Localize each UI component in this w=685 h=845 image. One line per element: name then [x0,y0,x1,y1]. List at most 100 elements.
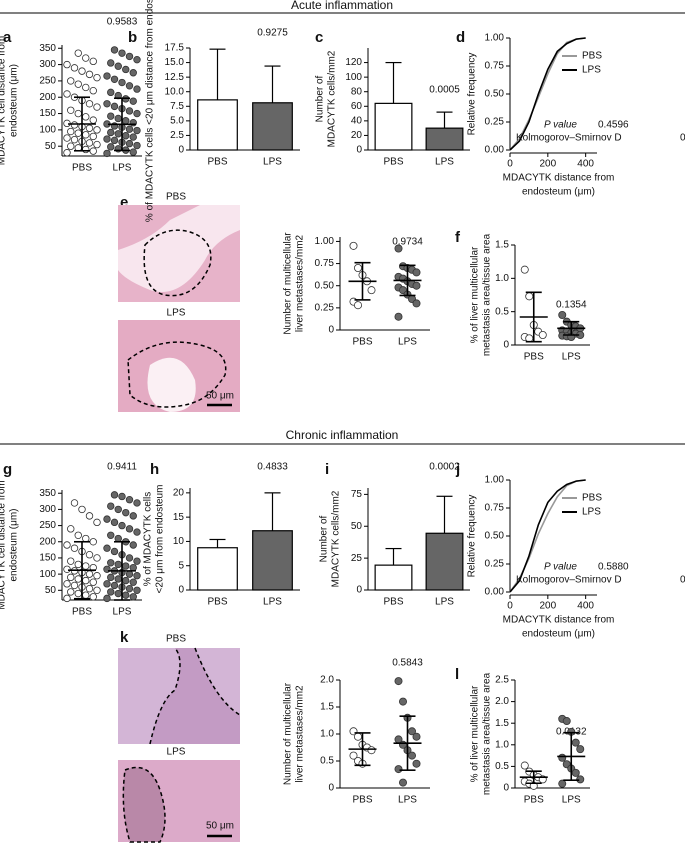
data-point [349,751,358,760]
y-tick-label: 0 [328,783,334,794]
x-tick-label: LPS [263,597,282,608]
panel-letter: l [455,666,459,683]
x-tick-label: PBS [524,795,544,806]
y-tick-label: 100 [345,72,362,83]
image-label: LPS [167,308,186,319]
x-tick-label: PBS [352,337,372,348]
legend-label: PBS [582,493,602,504]
data-point [125,125,134,133]
data-point [125,496,134,504]
data-point [129,148,137,156]
p-value: 0.0002 [429,462,460,473]
data-point [122,65,130,74]
y-tick-label: 0 [178,145,184,156]
panel-letter: f [455,229,461,246]
data-point [70,581,79,590]
y-tick-label: 20 [351,130,363,141]
data-point [70,544,79,552]
data-point [412,268,421,277]
panel-letter: i [325,461,329,478]
data-point [85,570,94,578]
data-point [353,301,362,310]
x-tick-label: 200 [539,601,556,612]
data-point [407,751,416,760]
micrograph [118,647,241,745]
legend-label: LPS [582,65,601,76]
x-tick-label: LPS [562,352,581,363]
data-point [114,62,122,70]
y-axis-label: % of liver multicellular [470,246,481,343]
data-point [67,142,75,150]
y-tick-label: 0.5 [495,761,509,772]
x-tick-label: LPS [113,607,132,618]
y-tick-label: 0 [503,783,509,794]
data-point [114,505,122,514]
data-point [67,127,75,136]
y-tick-label: 80 [351,86,363,97]
section-header: Chronic inflammation [286,428,399,442]
y-axis-label: Number of multicellular [283,682,294,785]
data-point [63,594,71,603]
data-point [412,299,421,308]
data-point [103,149,111,158]
data-point [82,145,90,154]
data-point [125,82,134,90]
data-point [525,292,534,301]
data-point [74,575,82,583]
panel-letter: g [3,461,12,478]
y-tick-label: 300 [39,59,56,70]
data-point [133,528,141,536]
data-point [107,573,115,582]
data-point [125,107,134,115]
data-point [103,515,111,523]
x-tick-label: LPS [435,157,454,168]
data-point [110,75,119,83]
data-point [70,135,79,144]
y-tick-label: 1.0 [495,273,509,284]
data-point [353,263,362,272]
y-tick-label: 50 [351,521,363,532]
data-point [107,143,115,151]
data-point [122,117,130,125]
data-point [103,135,111,143]
data-point [93,126,101,134]
data-point [129,578,137,586]
y-tick-label: 0.5 [320,756,334,767]
data-point [398,778,407,787]
data-point [394,677,403,686]
data-point [82,54,90,62]
x-tick-label: 400 [577,159,594,170]
y-tick-label: 350 [39,43,56,54]
data-point [93,103,101,111]
data-point [70,499,79,507]
data-point [353,732,362,741]
y-tick-label: 1.0 [320,729,334,740]
y-tick-label: 12.5 [165,72,185,83]
data-point [133,572,141,580]
y-axis-label: Number of multicellular [283,232,294,335]
data-point [85,124,94,132]
data-point [398,697,407,706]
x-tick-label: PBS [72,607,92,618]
y-tick-label: 1.5 [495,718,509,729]
data-point [63,580,71,588]
data-point [82,113,90,121]
data-point [133,126,141,135]
panel-letter: e [120,194,128,211]
data-point [118,521,126,530]
data-point [93,572,101,580]
y-tick-label: 0.75 [485,61,505,72]
y-tick-label: 1.00 [485,33,505,44]
data-point [412,759,421,768]
bar [374,564,413,591]
y-tick-label: 60 [351,101,363,112]
data-point [110,136,119,145]
data-point [85,584,94,593]
y-tick-label: 0 [328,325,334,336]
data-point [558,753,567,762]
x-tick-label: LPS [562,795,581,806]
data-point [576,745,585,754]
data-point [82,562,90,570]
data-point [122,562,130,570]
p-value: 0.4833 [257,462,288,473]
